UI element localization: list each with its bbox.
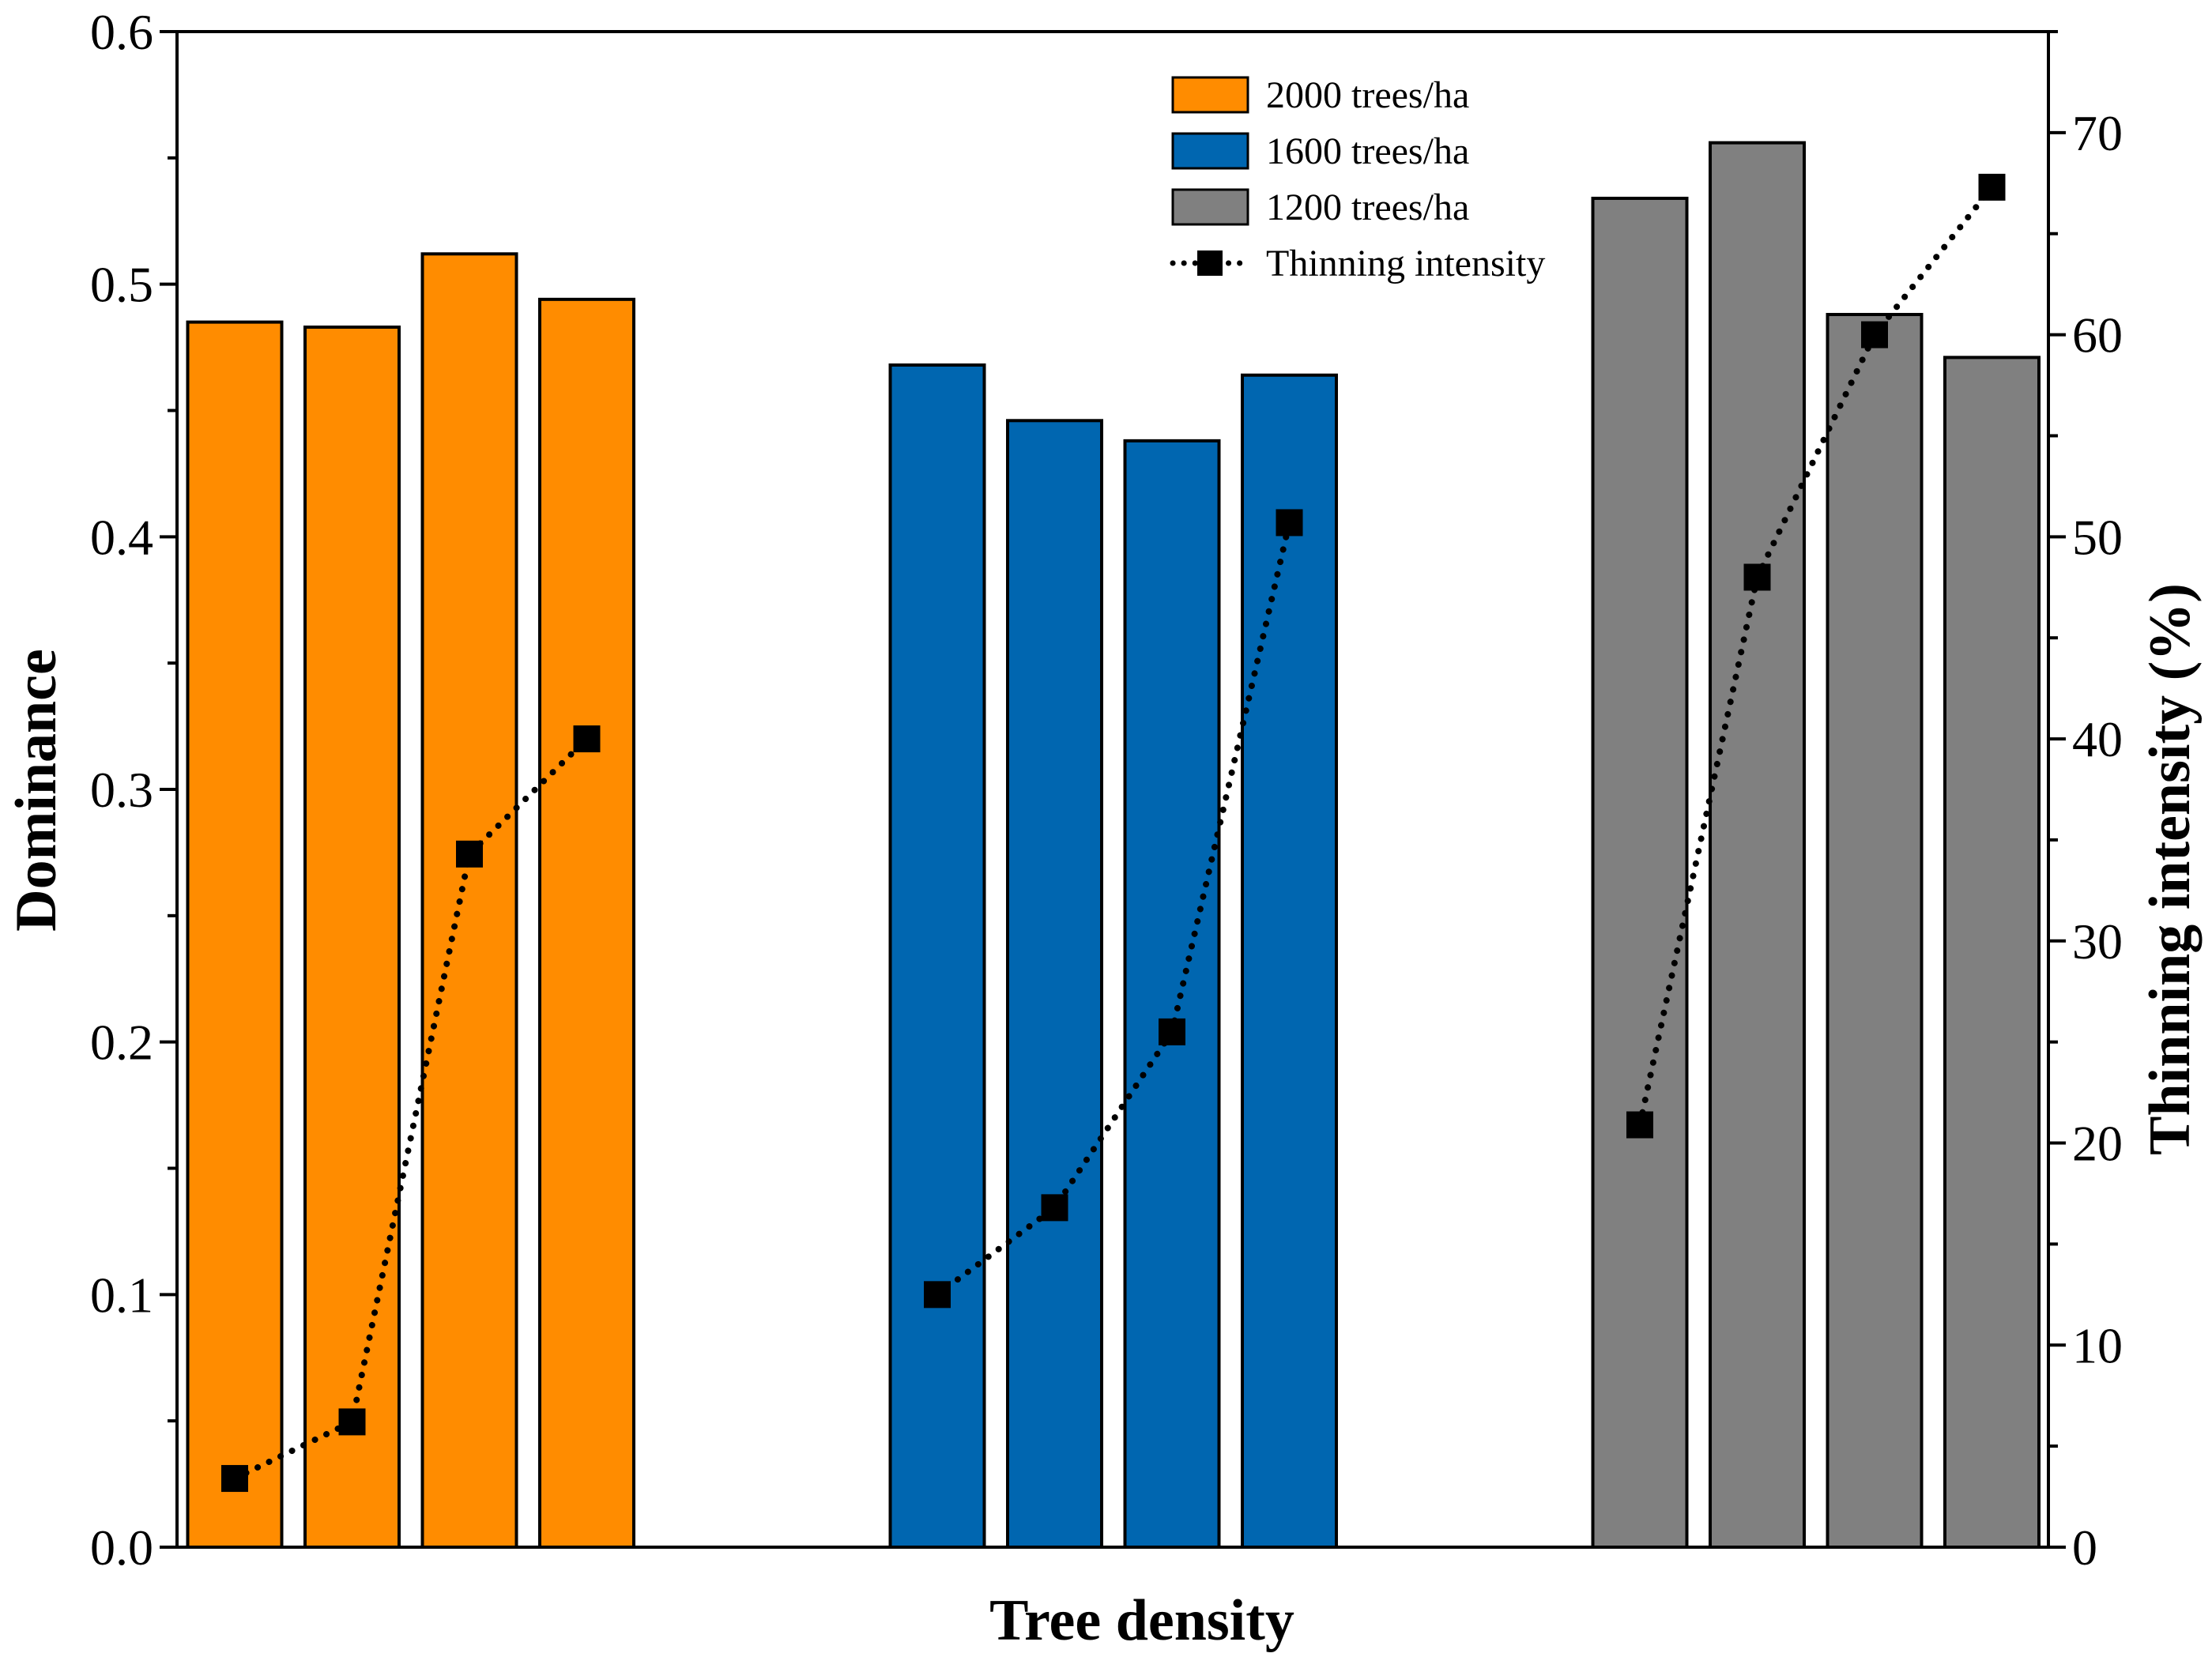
bar-1-1 [186, 320, 284, 1549]
legend-label-3: 1200 trees/ha [1266, 186, 1469, 228]
y2-tick-label-2: 20 [2072, 1116, 2123, 1172]
y2-tick-label-1: 10 [2072, 1317, 2123, 1373]
y-tick-label-6: 0.6 [90, 4, 153, 60]
bar-1-3 [420, 252, 518, 1550]
legend-layer: 2000 trees/ha 1600 trees/ha 1200 trees/ha T… [1170, 74, 1545, 284]
bar-2-1 [888, 363, 986, 1550]
bar-3-3 [1826, 313, 1924, 1550]
thinning-point-1-4 [573, 725, 601, 753]
bar-2-3 [1123, 439, 1221, 1549]
bar-3-2 [1709, 141, 1806, 1550]
bar-3-1 [1591, 196, 1689, 1550]
legend-label-2: 1600 trees/ha [1266, 130, 1469, 172]
bar-1-2 [303, 326, 401, 1549]
thinning-line-2 [934, 519, 1293, 1298]
thinning-point-1-3 [456, 840, 483, 868]
y2-tick-label-4: 40 [2072, 711, 2123, 767]
thinning-point-1-2 [338, 1408, 366, 1436]
legend-swatch-1 [1171, 76, 1249, 114]
legend-swatch-3 [1171, 188, 1249, 226]
legend-label-line: Thinning intensity [1266, 243, 1545, 284]
thinning-point-2-3 [1159, 1018, 1185, 1045]
thinning-line-1 [232, 736, 590, 1482]
thinning-point-2-4 [1276, 509, 1303, 537]
x-axis-title: Tree density [989, 1588, 1294, 1653]
y-tick-label-2: 0.2 [90, 1015, 153, 1071]
y-tick-label-3: 0.3 [90, 762, 153, 818]
y2-axis-title: Thinning intensity (%) [2138, 583, 2203, 1155]
y-tick-label-0: 0.0 [90, 1520, 153, 1576]
bar-1-4 [538, 297, 635, 1549]
thinning-point-3-2 [1743, 563, 1771, 591]
bar-3-4 [1943, 356, 2041, 1549]
legend-marker-sample [1197, 250, 1223, 276]
thinning-point-1-1 [221, 1465, 248, 1493]
y2-tick-label-5: 50 [2072, 509, 2123, 565]
thinning-point-2-1 [924, 1281, 951, 1309]
line-layer [221, 173, 2006, 1493]
y-tick-label-1: 0.1 [90, 1267, 153, 1323]
legend-label-1: 2000 trees/ha [1266, 74, 1469, 116]
legend-swatch-2 [1171, 132, 1249, 170]
bars-layer [186, 141, 2041, 1550]
thinning-point-3-1 [1626, 1111, 1653, 1139]
thinning-point-3-4 [1978, 173, 2006, 201]
bar-2-4 [1241, 373, 1338, 1549]
y2-tick-label-7: 70 [2072, 105, 2123, 161]
thinning-line-3 [1637, 183, 1995, 1128]
y-tick-label-5: 0.5 [90, 257, 153, 313]
y2-tick-label-6: 60 [2072, 307, 2123, 363]
thinning-point-2-2 [1041, 1194, 1068, 1222]
axes-layer: 0.0 0.1 0.2 0.3 0.4 0.5 0.6 0 10 20 30 40 50 60 70 [90, 4, 2123, 1576]
y-axis-title: Dominance [4, 649, 69, 932]
y-tick-label-4: 0.4 [90, 509, 153, 565]
thinning-point-3-3 [1861, 321, 1888, 348]
y2-tick-label-3: 30 [2072, 913, 2123, 970]
y2-tick-label-0: 0 [2072, 1520, 2097, 1576]
bar-2-2 [1006, 419, 1103, 1550]
